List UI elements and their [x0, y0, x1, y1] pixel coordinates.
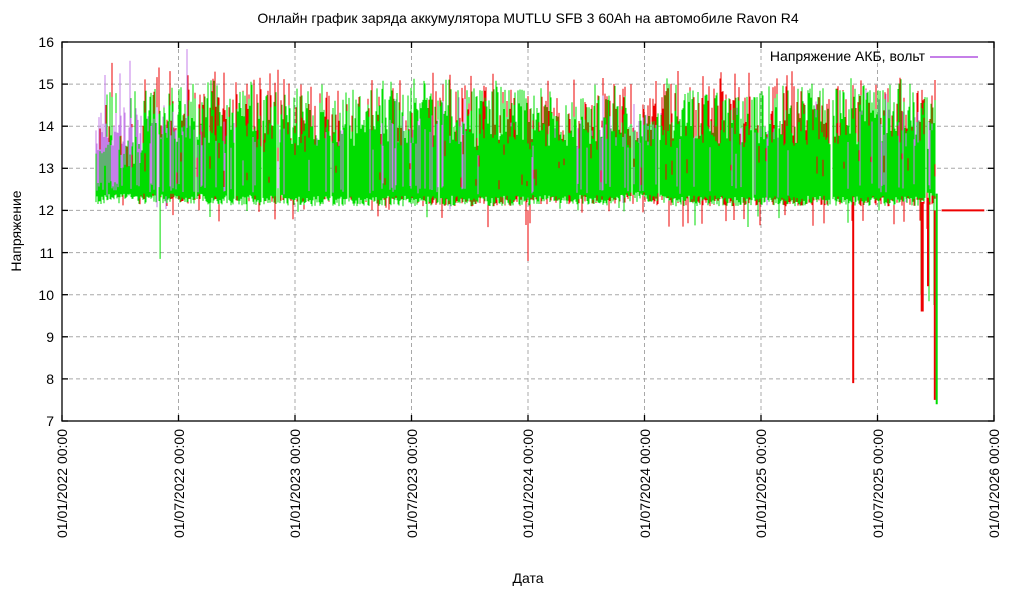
x-tick-label: 01/07/2023 00:00	[403, 429, 420, 538]
x-tick-label: 01/01/2023 00:00	[287, 429, 303, 538]
y-tick-label: 13	[38, 160, 54, 177]
x-tick-label: 01/01/2024 00:00	[520, 429, 536, 538]
y-tick-label: 16	[38, 34, 54, 50]
series-redTop	[105, 100, 936, 190]
y-tick-label: 9	[46, 328, 54, 345]
legend-label: Напряжение АКБ, вольт	[769, 48, 925, 64]
y-tick-label: 11	[39, 244, 54, 261]
plot-border	[61, 41, 995, 422]
legend-line-sample	[930, 56, 978, 58]
chart-title: Онлайн график заряда аккумулятора MUTLU …	[257, 10, 799, 26]
y-tick-label: 12	[38, 202, 54, 219]
y-tick-label: 14	[38, 118, 54, 135]
x-tick-label: 01/07/2024 00:00	[636, 429, 653, 538]
series-violetTop	[96, 93, 931, 208]
x-tick-label: 01/07/2025 00:00	[869, 429, 886, 538]
y-tick-label: 10	[38, 286, 54, 303]
series-green	[95, 78, 936, 305]
x-tick-label: 01/01/2026 00:00	[986, 429, 1002, 538]
y-tick-label: 8	[46, 370, 54, 387]
y-tick-label: 7	[46, 413, 54, 429]
x-axis-label: Дата	[512, 570, 544, 586]
y-tick-label: 15	[38, 76, 54, 93]
x-tick-label: 01/07/2022 00:00	[170, 429, 187, 538]
x-tick-label: 01/01/2025 00:00	[753, 429, 769, 538]
x-tick-label: 01/01/2022 00:00	[54, 429, 70, 538]
